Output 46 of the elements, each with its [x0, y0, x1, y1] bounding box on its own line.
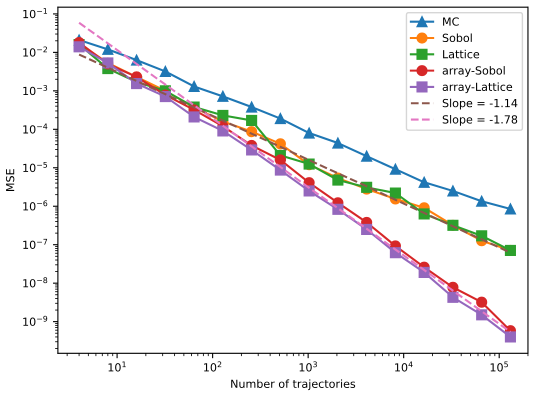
legend-label: Slope = -1.78 — [442, 115, 518, 126]
point — [304, 127, 315, 139]
point — [274, 113, 286, 124]
point — [74, 41, 85, 52]
x-tick-label: 10$^{5}$ — [490, 361, 508, 372]
point — [102, 44, 114, 55]
point — [217, 110, 228, 121]
legend-label: Slope = -1.14 — [442, 98, 518, 110]
point — [217, 90, 228, 102]
point — [504, 203, 516, 215]
y-tick-label: 10$^{−5}$ — [23, 162, 48, 172]
point — [246, 114, 258, 126]
point — [476, 196, 488, 207]
point — [274, 154, 286, 166]
x-tick-label: 10$^{1}$ — [108, 361, 126, 372]
point — [188, 111, 200, 122]
x-axis-title: Number of trajectories — [231, 379, 356, 390]
y-tick-label: 10$^{−6}$ — [23, 200, 48, 211]
point — [447, 185, 458, 196]
x-tick-label: 10$^{4}$ — [395, 361, 413, 372]
point — [390, 164, 401, 175]
y-tick-label: 10$^{−8}$ — [23, 277, 48, 288]
y-axis-title: MSE — [6, 169, 14, 191]
legend-label: Sobol — [442, 33, 472, 42]
legend-label: array-Lattice — [442, 82, 512, 94]
point — [246, 101, 258, 113]
legend-label: Lattice — [443, 50, 480, 58]
x-tick-label: 10$^{3}$ — [300, 361, 317, 372]
legend-label: MC — [443, 17, 459, 26]
point — [361, 150, 372, 162]
legend-label: array-Sobol — [442, 66, 505, 77]
point — [332, 137, 344, 149]
point — [447, 292, 458, 303]
point — [504, 331, 516, 342]
y-tick-label: 10$^{−3}$ — [23, 84, 48, 96]
point — [476, 296, 488, 308]
y-tick-label: 10$^{−1}$ — [23, 8, 48, 18]
point — [160, 66, 171, 77]
point — [188, 80, 200, 92]
y-tick-label: 10$^{−7}$ — [23, 238, 48, 250]
point — [418, 176, 430, 188]
y-tick-label: 10$^{−4}$ — [23, 124, 48, 134]
y-tick-label: 10$^{−9}$ — [23, 316, 48, 326]
y-tick-label: 10$^{−2}$ — [23, 46, 47, 57]
x-tick-label: 10$^{2}$ — [204, 361, 222, 372]
point — [390, 188, 401, 199]
